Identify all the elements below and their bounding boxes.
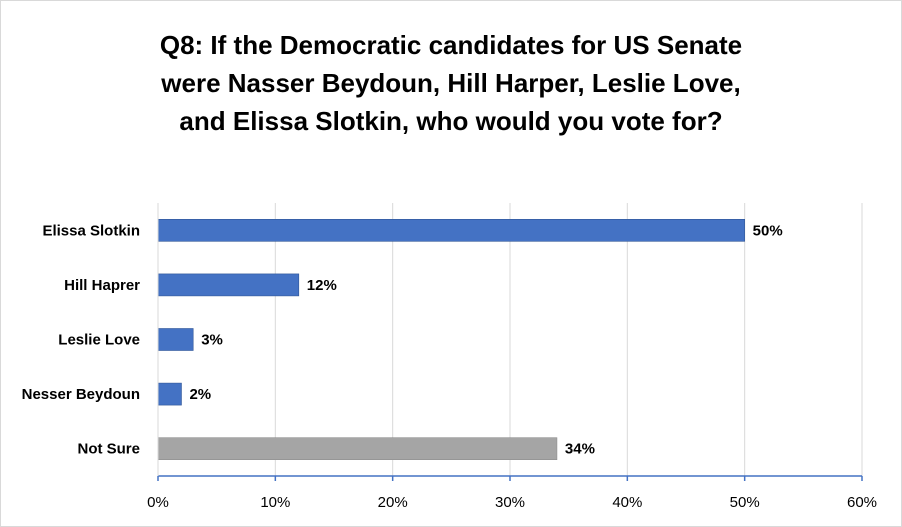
bar — [157, 273, 300, 297]
bar — [157, 328, 194, 351]
bar — [157, 437, 558, 461]
x-tick-label: 40% — [612, 494, 642, 511]
data-labels: 50% 12% 3% 2% 34% — [189, 222, 782, 457]
gridlines — [274, 203, 863, 476]
chart-title-line-3: and Elissa Slotkin, who would you vote f… — [179, 106, 723, 136]
x-tick-label: 10% — [260, 494, 290, 511]
data-label: 34% — [565, 441, 595, 458]
category-label: Hill Haprer — [64, 277, 140, 294]
bar — [157, 219, 745, 242]
bar — [157, 382, 182, 406]
x-tick-label: 30% — [495, 494, 525, 511]
category-label: Not Sure — [77, 441, 140, 458]
category-label: Nesser Beydoun — [22, 386, 140, 403]
x-axis: 0% 10% 20% 30% 40% 50% 60% — [147, 203, 877, 511]
bars — [157, 219, 745, 461]
data-label: 12% — [307, 277, 337, 294]
chart-title-line-2: were Nasser Beydoun, Hill Harper, Leslie… — [161, 68, 741, 98]
category-label: Leslie Love — [58, 332, 140, 349]
x-tick-label: 20% — [378, 494, 408, 511]
x-tick-label: 60% — [847, 494, 877, 511]
data-label: 3% — [201, 332, 223, 349]
x-tick-label: 50% — [730, 494, 760, 511]
chart-title-line-1: Q8: If the Democratic candidates for US … — [159, 30, 743, 60]
data-label: 2% — [189, 386, 211, 403]
category-label: Elissa Slotkin — [42, 222, 140, 239]
data-label: 50% — [753, 222, 783, 239]
x-tick-label: 0% — [147, 494, 169, 511]
chart-title: Q8: If the Democratic candidates for US … — [0, 26, 902, 140]
category-labels: Elissa Slotkin Hill Haprer Leslie Love Ness… — [22, 222, 141, 457]
